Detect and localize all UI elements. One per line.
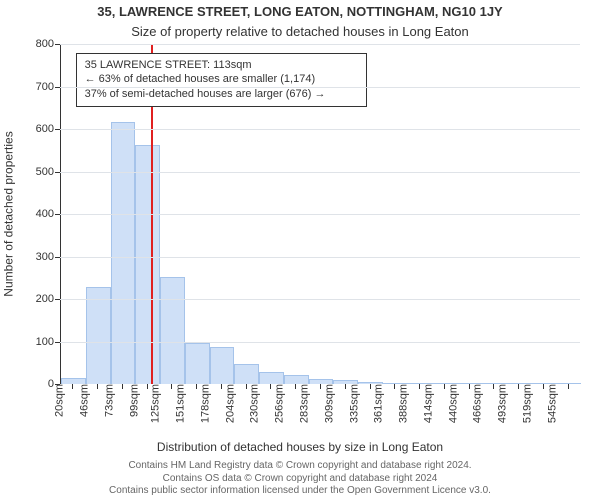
gridline <box>60 342 580 343</box>
y-axis-label: Number of detached properties <box>0 44 18 384</box>
gridline <box>60 87 580 88</box>
xtick-label: 46sqm <box>71 384 91 417</box>
xtick-label: 335sqm <box>340 384 360 423</box>
gridline <box>60 257 580 258</box>
xtick-label: 466sqm <box>464 384 484 423</box>
copyright-line-1: Contains HM Land Registry data © Crown c… <box>0 460 600 473</box>
ytick-mark <box>55 299 60 300</box>
xtick-label: 309sqm <box>315 384 335 423</box>
bar <box>284 375 309 385</box>
bar <box>111 122 136 384</box>
copyright-line-2: Contains OS data © Crown copyright and d… <box>0 473 600 486</box>
x-axis-label: Distribution of detached houses by size … <box>0 440 600 454</box>
ytick-label: 300 <box>36 251 54 263</box>
xtick-label: 440sqm <box>439 384 459 423</box>
annotation-line-3: 37% of semi-detached houses are larger (… <box>85 87 358 102</box>
xtick-label: 256sqm <box>266 384 286 423</box>
ytick-mark <box>55 214 60 215</box>
xtick-label: 519sqm <box>513 384 533 423</box>
bar <box>210 347 235 384</box>
gridline <box>60 214 580 215</box>
title-text: 35, LAWRENCE STREET, LONG EATON, NOTTING… <box>97 4 502 19</box>
annotation-box: 35 LAWRENCE STREET: 113sqm ← 63% of deta… <box>76 53 367 108</box>
ytick-label: 600 <box>36 123 54 135</box>
ytick-mark <box>55 342 60 343</box>
bar <box>160 277 185 384</box>
gridline <box>60 299 580 300</box>
ytick-mark <box>55 172 60 173</box>
xtick-label: 20sqm <box>46 384 66 417</box>
bar <box>234 364 259 384</box>
xtick-label: 204sqm <box>216 384 236 423</box>
ytick-label: 100 <box>36 336 54 348</box>
xtick-label: 545sqm <box>538 384 558 423</box>
page-title: 35, LAWRENCE STREET, LONG EATON, NOTTING… <box>0 4 600 19</box>
ytick-mark <box>55 87 60 88</box>
y-axis-label-text: Number of detached properties <box>2 131 16 296</box>
ytick-label: 500 <box>36 166 54 178</box>
page: 35, LAWRENCE STREET, LONG EATON, NOTTING… <box>0 0 600 500</box>
xtick-label: 283sqm <box>290 384 310 423</box>
xtick-label: 125sqm <box>142 384 162 423</box>
bar <box>86 287 111 384</box>
bar <box>135 145 160 384</box>
xtick-label: 178sqm <box>191 384 211 423</box>
xtick-label: 73sqm <box>95 384 115 417</box>
copyright: Contains HM Land Registry data © Crown c… <box>0 460 600 498</box>
subtitle: Size of property relative to detached ho… <box>0 24 600 39</box>
ytick-label: 700 <box>36 81 54 93</box>
bar <box>185 343 210 384</box>
ytick-label: 800 <box>36 38 54 50</box>
ytick-mark <box>55 257 60 258</box>
chart-area: 35 LAWRENCE STREET: 113sqm ← 63% of deta… <box>60 44 580 384</box>
annotation-line-1: 35 LAWRENCE STREET: 113sqm <box>85 58 358 73</box>
xtick-label: 361sqm <box>365 384 385 423</box>
xtick-mark <box>568 384 569 389</box>
bar <box>259 372 284 384</box>
xtick-label: 99sqm <box>120 384 140 417</box>
gridline <box>60 172 580 173</box>
xtick-label: 230sqm <box>241 384 261 423</box>
xtick-label: 388sqm <box>389 384 409 423</box>
annotation-line-2: ← 63% of detached houses are smaller (1,… <box>85 72 358 87</box>
ytick-mark <box>55 129 60 130</box>
xtick-label: 493sqm <box>489 384 509 423</box>
xtick-label: 151sqm <box>167 384 187 423</box>
gridline <box>60 129 580 130</box>
ytick-label: 200 <box>36 293 54 305</box>
xtick-label: 414sqm <box>414 384 434 423</box>
ytick-label: 400 <box>36 208 54 220</box>
x-axis-label-text: Distribution of detached houses by size … <box>157 440 443 454</box>
subtitle-text: Size of property relative to detached ho… <box>131 24 469 39</box>
copyright-line-3: Contains public sector information licen… <box>0 485 600 498</box>
gridline <box>60 44 580 45</box>
ytick-mark <box>55 44 60 45</box>
